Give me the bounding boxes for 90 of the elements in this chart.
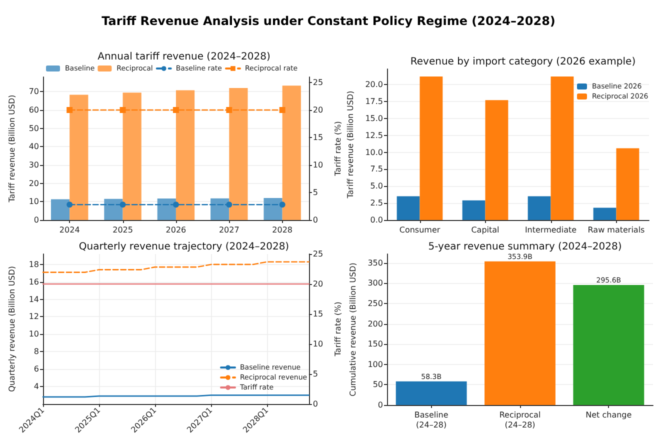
y-axis-title: Cumulative revenue (Billion USD) <box>348 262 358 396</box>
y-tick-label: 16 <box>28 277 39 286</box>
y-tick-label: 300 <box>368 278 383 288</box>
bar <box>396 196 420 220</box>
bar <box>593 208 616 220</box>
y2-axis-title: Tariff rate (%) <box>334 302 342 358</box>
y-tick-label: 30 <box>28 160 39 170</box>
bar <box>70 94 88 220</box>
bar <box>176 90 195 220</box>
x-tick-label: 2025 <box>112 226 133 234</box>
bar <box>528 196 551 220</box>
bar <box>616 148 640 220</box>
y-tick-label: 12 <box>28 312 39 322</box>
y-tick-label: 10 <box>28 330 39 339</box>
x-tick-label: Net change <box>586 410 632 420</box>
bar <box>396 381 467 405</box>
bar <box>157 198 176 220</box>
y2-tick-label: 15 <box>312 133 324 142</box>
y-tick-label: 50 <box>372 380 383 390</box>
y-tick-label: 4 <box>34 382 39 391</box>
bar <box>485 100 508 220</box>
y-tick-label: 7.5 <box>370 164 383 174</box>
y-tick-label: 10 <box>28 197 39 206</box>
x-tick-label: Consumer <box>399 226 441 234</box>
bar <box>573 285 644 405</box>
y-tick-label: 0 <box>378 400 383 410</box>
x-tick-label: 2024 <box>59 226 80 234</box>
bar <box>264 198 282 220</box>
y-tick-label: 40 <box>28 142 39 152</box>
bar <box>104 198 123 220</box>
y-axis-title: Quarterly revenue (Billion USD) <box>8 266 16 392</box>
bar <box>229 88 248 220</box>
y-tick-label: 15.0 <box>365 114 383 123</box>
bar <box>462 200 486 220</box>
y-tick-label: 100 <box>368 360 383 369</box>
chart-title: Annual tariff revenue (2024–2028) <box>98 52 270 62</box>
y-tick-label: 350 <box>368 258 383 268</box>
y2-tick-label: 10 <box>312 160 324 170</box>
y-tick-label: 60 <box>28 106 39 114</box>
y-tick-label: 20.0 <box>365 80 383 90</box>
chart-title: Quarterly revenue trajectory (2024–2028) <box>78 242 290 252</box>
bar <box>50 199 70 220</box>
chart-title: Revenue by import category (2026 example) <box>410 56 636 68</box>
y-tick-label: 50 <box>28 124 39 133</box>
y-tick-label: 18 <box>28 260 39 269</box>
y-axis-title: Tariff revenue (Billion USD) <box>8 94 16 204</box>
bar <box>550 76 574 220</box>
y-tick-label: 250 <box>368 299 383 308</box>
y2-tick-label: 10 <box>312 339 324 348</box>
y-axis-title: Tariff revenue (Billion USD) <box>346 90 355 200</box>
y-tick-label: 6 <box>34 364 39 374</box>
line-series <box>42 261 310 273</box>
y2-axis-title: Tariff rate (%) <box>334 121 342 177</box>
bar <box>282 86 301 220</box>
x-tick-label: Intermediate <box>524 226 577 234</box>
y-tick-label: 10.0 <box>365 148 383 157</box>
y2-tick-label: 25 <box>312 250 324 258</box>
bar <box>122 92 142 220</box>
y-tick-label: 0.0 <box>370 216 383 224</box>
y2-tick-label: 5 <box>312 188 318 197</box>
text: Tariff Revenue Analysis under Constant Policy Regime (2024–2028) <box>100 14 556 28</box>
y2-tick-label: 20 <box>312 279 324 288</box>
y-tick-label: 17.5 <box>365 97 383 106</box>
y-tick-label: 2.5 <box>370 198 383 208</box>
y2-tick-label: 25 <box>312 78 324 87</box>
x-tick-label: Baseline (24–28) <box>414 410 448 430</box>
y-tick-label: 0 <box>34 216 39 224</box>
y-tick-label: 5.0 <box>370 182 383 191</box>
x-tick-label: Raw materials <box>588 226 645 234</box>
y2-tick-label: 5 <box>312 369 318 378</box>
bar <box>420 76 443 220</box>
x-tick-label: 2026 <box>166 226 186 234</box>
y-tick-label: 12.5 <box>365 130 383 140</box>
x-tick-label: Capital <box>471 226 500 234</box>
y-tick-label: 20 <box>28 178 39 188</box>
y2-tick-label: 0 <box>312 399 318 408</box>
x-tick-label: 2028 <box>272 226 293 234</box>
y-tick-label: 200 <box>368 319 383 328</box>
y-tick-label: 14 <box>28 294 39 304</box>
bar <box>484 261 556 405</box>
chart-title: 5-year revenue summary (2024–2028) <box>428 242 622 252</box>
y-tick-label: 70 <box>28 87 39 96</box>
y2-tick-label: 20 <box>312 106 324 114</box>
y-tick-label: 8 <box>34 347 39 356</box>
bar <box>210 198 230 220</box>
x-tick-label: 2027 <box>218 226 240 234</box>
y-tick-label: 150 <box>368 340 383 349</box>
y2-tick-label: 15 <box>312 309 324 318</box>
x-tick-label: Reciprocal (24–28) <box>499 410 541 430</box>
y2-tick-label: 0 <box>312 216 318 224</box>
